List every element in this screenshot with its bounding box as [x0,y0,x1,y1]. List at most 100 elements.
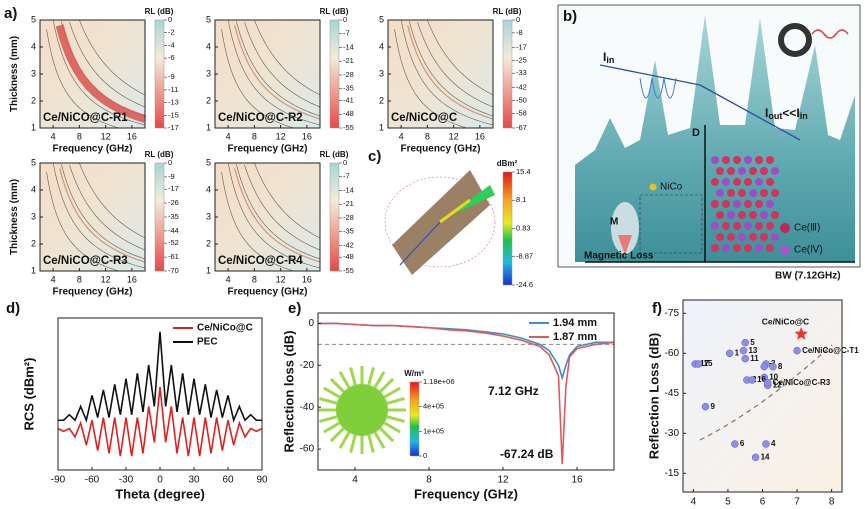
contour-line [227,162,321,269]
colorbar-tick-label: -42 [516,83,527,92]
x-axis-label: Frequency (GHz) [400,144,480,155]
atom [744,244,752,252]
intensity-label: Iin [603,50,614,65]
atom [771,211,779,219]
panel-label: b) [563,8,577,25]
atom [722,244,730,252]
contour-band [407,25,494,120]
annotation: 7.12 GHz [488,384,539,398]
colorbar-tick-label: -70 [168,266,179,275]
map-title: Ce/NiCO@C-R1 [43,112,128,124]
ring-icon [778,23,812,57]
colorbar-tick-label: -28 [343,70,354,79]
colorbar-tick-label: 15.4 [516,167,531,176]
y-tick-label: 2 [206,95,211,105]
colorbar-title: dBm² [497,159,518,168]
colorbar-tick-label: -44 [168,226,179,235]
colorbar-tick-label: 0 [168,158,172,167]
x-tick-label: -60 [85,475,100,486]
contour-band [234,25,321,120]
contour-line [427,19,494,96]
point-label: 12 [773,380,782,389]
atom [711,178,719,186]
atom [722,178,730,186]
atom [733,156,741,164]
atom [766,156,774,164]
x-axis-label: Frequency (GHz) [227,144,307,155]
colorbar-title: RL (dB) [493,7,522,16]
point-label: 16 [757,375,766,384]
x-tick-label: 16 [302,131,312,141]
y-tick-label: 5 [31,157,36,167]
colorbar-title: RL (dB) [320,150,349,159]
point [793,346,801,355]
spike [329,427,345,443]
atom [722,222,730,230]
atom [722,200,730,208]
y-axis-label: Thickness (mm) [9,179,20,255]
atom [755,222,763,230]
point [751,453,760,462]
spike [319,397,338,405]
spike [373,431,386,449]
point [760,373,768,382]
x-tick-label: 7 [794,497,800,508]
colorbar-title: RL (dB) [145,150,174,159]
x-axis-label: Frequency (GHz) [227,287,307,298]
label-part: I [603,50,606,64]
x-axis-label: Theta (degree) [115,486,205,501]
point [701,402,710,411]
label: Ce(Ⅳ) [794,245,823,256]
colorbar-tick-label: 0 [423,451,427,460]
atom [716,167,724,175]
series-line [58,331,262,423]
spike [379,427,395,443]
colorbar-tick-label: -33 [516,68,527,77]
atom [716,189,724,197]
x-tick-label: 12 [101,274,111,284]
atom [744,222,752,230]
atom [749,233,757,241]
point [769,362,777,371]
colorbar-tick-label: -25 [516,55,527,64]
y-axis-label: Reflection loss (dB) [281,330,296,452]
colorbar-tick-label: -28 [343,213,354,222]
colorbar-tick-label: -24.6 [516,280,533,289]
contour-line [417,21,494,108]
map-title: Ce/NiCO@C-R4 [218,255,303,267]
y-tick-label: 3 [31,68,36,78]
lobe [399,221,441,266]
point-label: 17 [700,359,709,368]
y-tick-label: 5 [206,14,211,24]
legend-label: 1.87 mm [553,331,597,343]
colorbar-tick-label: -55 [343,123,354,132]
colorbar [154,19,165,129]
contour-band [59,168,146,263]
spike [386,397,405,405]
contour-band [55,24,147,123]
colorbar-tick-label: -7 [343,29,350,38]
atom [711,222,719,230]
contour-line [46,171,119,272]
x-tick-label: 12 [276,274,286,284]
y-tick-label: -15 [665,468,680,479]
atom [733,222,741,230]
colorbar-tick-label: -55 [343,266,354,275]
point [763,378,772,387]
colorbar-tick-label: 0 [343,158,347,167]
lattice [711,156,779,252]
point-label: 11 [750,354,759,363]
y-axis-label: Reflection Loss (dB) [646,333,661,459]
panel-label: f) [652,300,662,317]
x-tick-label: 16 [571,475,583,486]
atom [744,156,752,164]
x-tick-label: 8 [426,475,432,486]
colorbar-tick-label: -4 [168,40,175,49]
map-title: Ce/NiCO@C-R3 [43,255,128,267]
inset-sphere [318,366,406,454]
legend-label: Ce/NiCo@C [197,323,253,334]
colorbar-title: W/m³ [404,369,424,378]
contour-line [244,21,321,108]
x-tick-label: 60 [222,475,234,486]
